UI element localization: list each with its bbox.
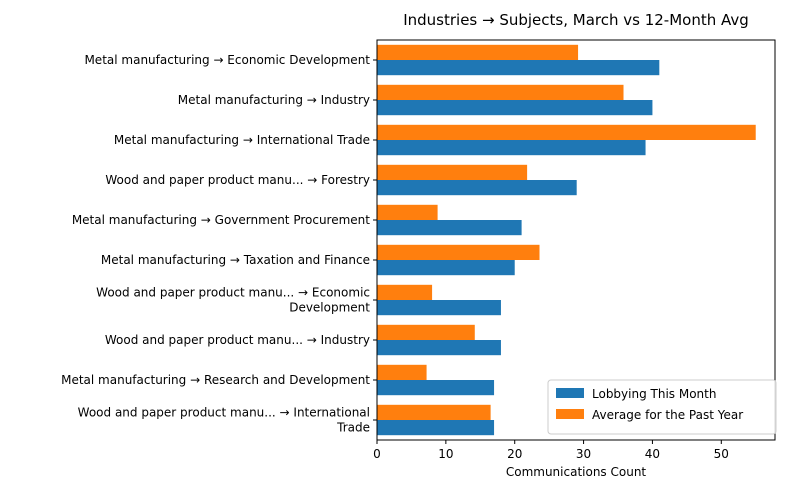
bar-lobbying-this-month [377, 60, 660, 76]
legend: Lobbying This Month Average for the Past … [547, 379, 777, 435]
y-tick-label: Metal manufacturing → International Trad… [114, 133, 370, 147]
x-tick-label: 10 [438, 447, 453, 461]
bar-average-past-year [377, 284, 433, 300]
y-tick-label: Trade [336, 421, 370, 435]
y-tick-label: Metal manufacturing → Taxation and Finan… [101, 253, 370, 267]
y-tick-label: Development [289, 301, 370, 315]
legend-swatch [556, 388, 584, 398]
y-tick-label: Wood and paper product manu... → Forestr… [105, 173, 370, 187]
bar-lobbying-this-month [377, 300, 501, 316]
bar-lobbying-this-month [377, 340, 501, 356]
x-axis: 0 10 20 30 40 50 [373, 440, 729, 461]
bar-lobbying-this-month [377, 180, 577, 196]
bar-average-past-year [377, 124, 756, 140]
bar-lobbying-this-month [377, 100, 653, 116]
bar-average-past-year [377, 44, 579, 60]
y-tick-label: Wood and paper product manu... → Industr… [105, 333, 370, 347]
x-axis-label: Communications Count [506, 465, 647, 479]
legend-label: Lobbying This Month [592, 387, 716, 401]
y-tick-label: Wood and paper product manu... → Interna… [78, 406, 370, 420]
bar-average-past-year [377, 404, 491, 420]
bar-lobbying-this-month [377, 420, 495, 436]
y-tick-label: Wood and paper product manu... → Economi… [96, 286, 370, 300]
bar-average-past-year [377, 364, 427, 380]
bar-lobbying-this-month [377, 380, 495, 396]
x-tick-label: 50 [714, 447, 729, 461]
bar-lobbying-this-month [377, 260, 515, 276]
bars-group [377, 44, 756, 436]
bar-average-past-year [377, 164, 528, 180]
plot-frame [376, 39, 776, 441]
x-tick-label: 40 [645, 447, 660, 461]
y-tick-label: Metal manufacturing → Research and Devel… [61, 373, 370, 387]
chart-title: Industries → Subjects, March vs 12-Month… [403, 11, 749, 29]
y-tick-label: Metal manufacturing → Government Procure… [72, 213, 370, 227]
bar-average-past-year [377, 244, 540, 260]
bar-lobbying-this-month [377, 220, 522, 236]
bar-lobbying-this-month [377, 140, 646, 156]
legend-label: Average for the Past Year [592, 408, 743, 422]
y-tick-label: Metal manufacturing → Industry [178, 93, 370, 107]
legend-swatch [556, 409, 584, 419]
legend-box [547, 379, 777, 435]
bar-average-past-year [377, 84, 624, 100]
bar-average-past-year [377, 324, 475, 340]
bar-average-past-year [377, 204, 438, 220]
y-axis: Metal manufacturing → Economic Developme… [61, 53, 377, 435]
x-tick-label: 0 [373, 447, 381, 461]
x-tick-label: 30 [576, 447, 591, 461]
x-tick-label: 20 [507, 447, 522, 461]
y-tick-label: Metal manufacturing → Economic Developme… [84, 53, 370, 67]
